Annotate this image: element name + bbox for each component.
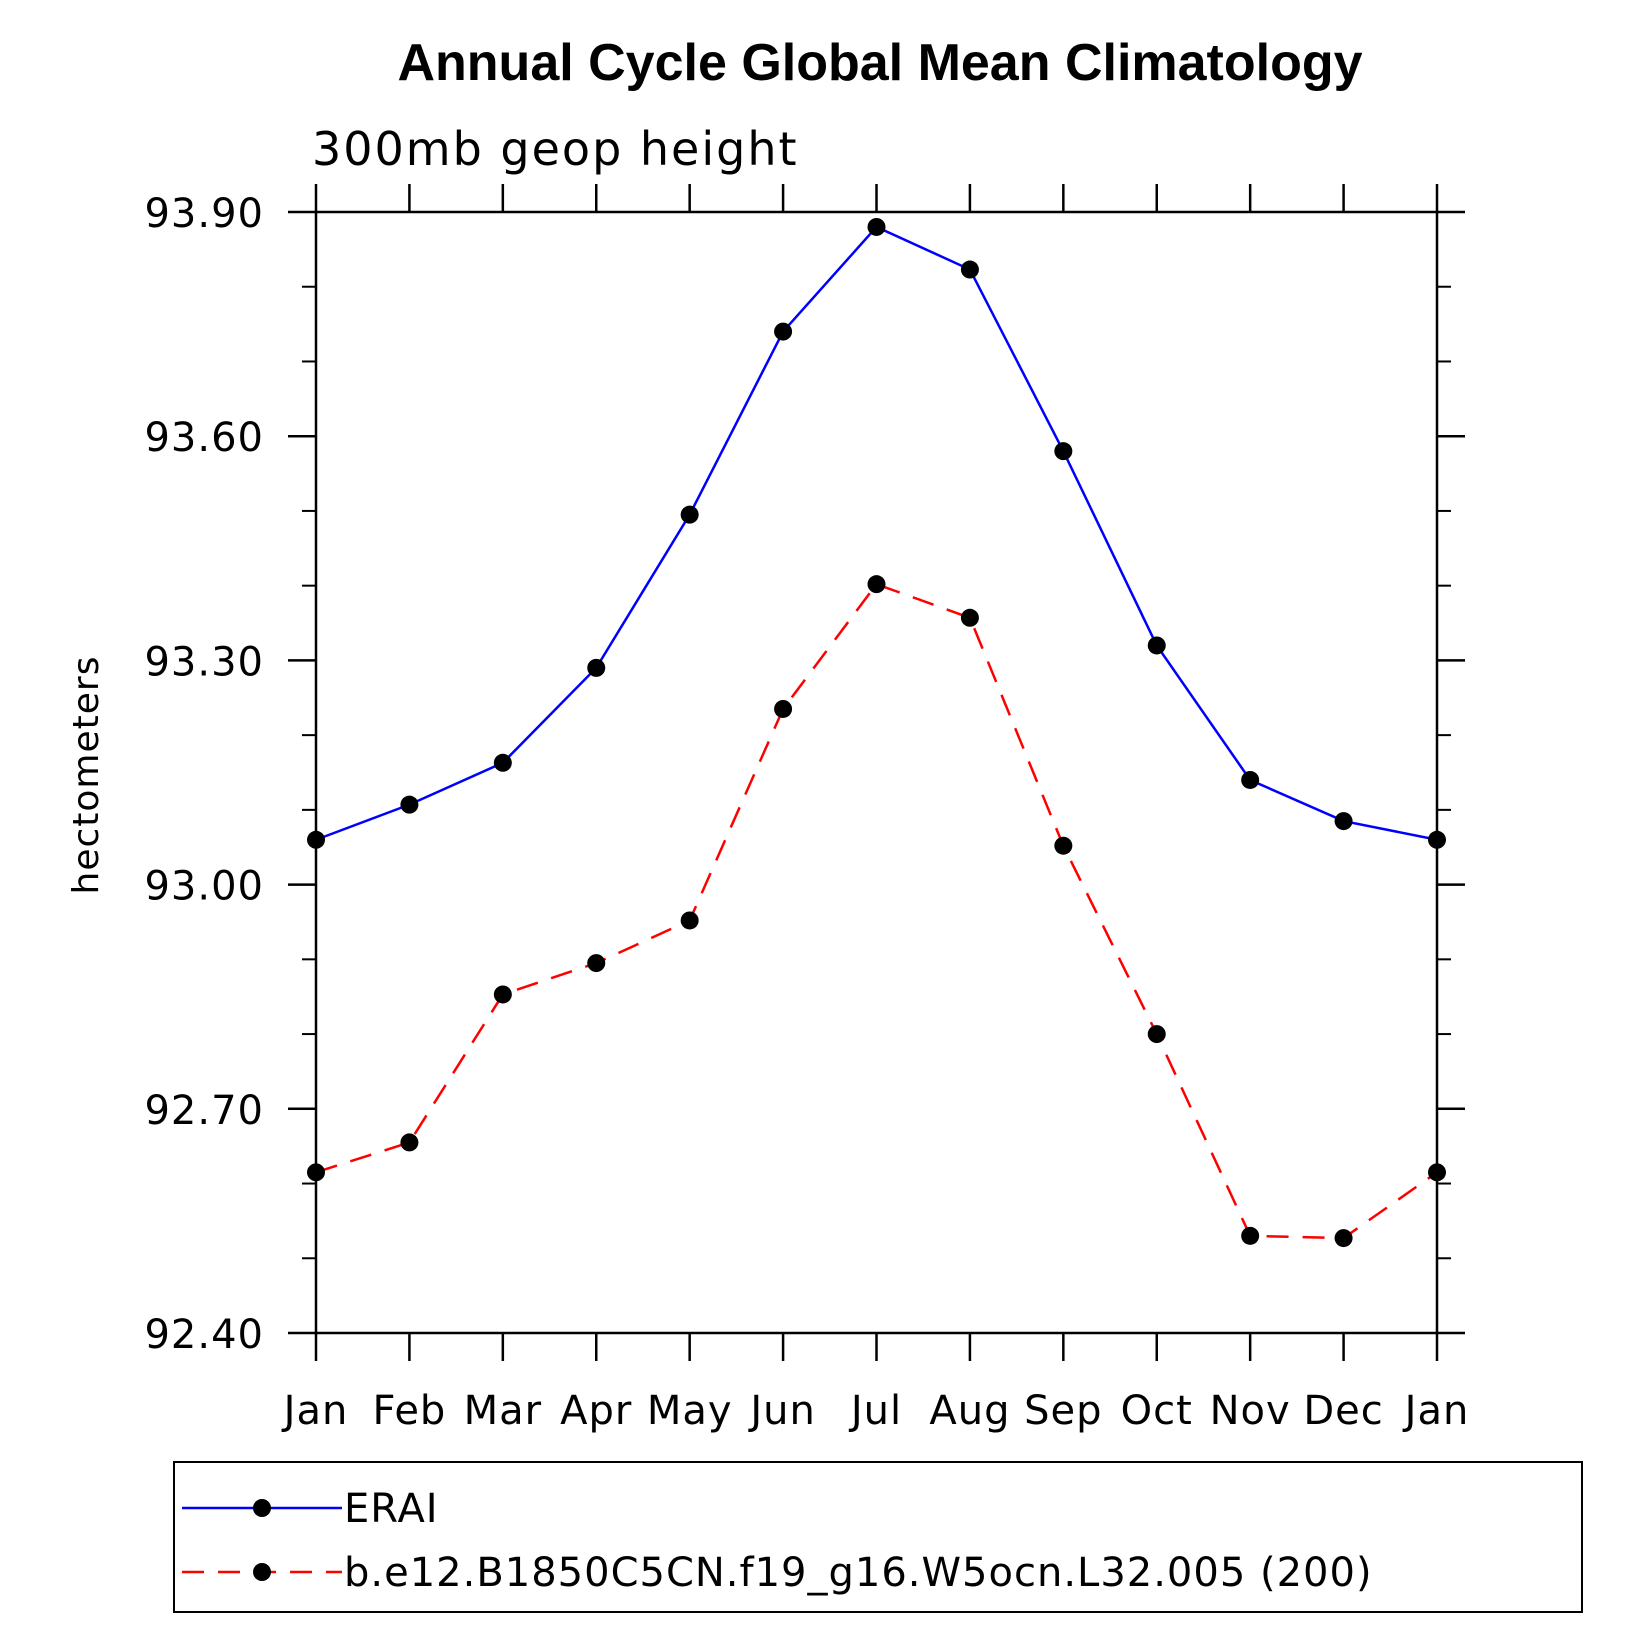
legend-label: b.e12.B1850C5CN.f19_g16.W5ocn.L32.005 (2… (344, 1550, 1373, 1596)
data-point (307, 830, 325, 849)
data-point (307, 1163, 325, 1182)
x-tick-label: Apr (560, 1388, 632, 1434)
series-2 (307, 575, 1446, 1248)
data-point (1147, 636, 1166, 655)
data-point (960, 608, 979, 627)
x-tick-label: Jul (848, 1388, 902, 1434)
data-point (400, 795, 419, 814)
data-point (1241, 770, 1260, 789)
y-tick-label: 92.70 (144, 1088, 264, 1134)
x-tick-label: Feb (373, 1388, 447, 1434)
data-point (680, 911, 699, 930)
data-point (493, 753, 512, 772)
data-point (1428, 830, 1446, 849)
legend-label: ERAI (344, 1486, 439, 1532)
x-tick-label: Oct (1121, 1388, 1193, 1434)
y-axis-label: hectometers (66, 656, 107, 895)
legend-marker (253, 1563, 271, 1581)
y-tick-labels: 93.90 93.60 93.30 93.00 92.70 92.40 (144, 191, 264, 1358)
legend: ERAI b.e12.B1850C5CN.f19_g16.W5ocn.L32.00… (182, 1486, 1373, 1596)
data-point (493, 985, 512, 1004)
data-point (680, 505, 699, 524)
x-tick-labels: Jan Feb Mar Apr May Jun Jul Aug Sep Oct Nov Dec Jan (281, 1388, 1470, 1434)
x-tick-label: Dec (1303, 1388, 1383, 1434)
series-1 (307, 217, 1446, 849)
data-point (1147, 1025, 1166, 1044)
x-tick-label: Nov (1210, 1388, 1291, 1434)
data-point (587, 954, 606, 973)
y-tick-label: 93.00 (144, 864, 264, 910)
data-point (1428, 1163, 1446, 1182)
data-point (774, 699, 793, 718)
x-tick-label: May (647, 1388, 733, 1434)
data-point (1241, 1226, 1260, 1245)
y-tick-label: 93.30 (144, 639, 264, 685)
data-point (587, 658, 606, 677)
data-point (867, 575, 886, 594)
y-tick-label: 92.40 (144, 1312, 264, 1358)
y-tick-label: 93.90 (144, 191, 264, 237)
x-tick-label: Mar (464, 1388, 542, 1434)
data-point (1054, 836, 1073, 855)
x-tick-label: Sep (1024, 1388, 1102, 1434)
data-point (1334, 1229, 1353, 1248)
chart-subtitle: 300mb geop height (312, 122, 799, 176)
data-point (867, 217, 886, 236)
data-point (1054, 442, 1073, 461)
data-point (960, 260, 979, 279)
x-tick-label: Jan (281, 1388, 349, 1434)
series-line (315, 225, 1438, 841)
data-point (400, 1133, 419, 1152)
series-line (315, 582, 1438, 1240)
x-tick-label: Jan (1402, 1388, 1470, 1434)
data-point (774, 322, 793, 341)
data-point (1334, 812, 1353, 831)
x-tick-label: Jun (747, 1388, 816, 1434)
series-layer (307, 217, 1446, 1248)
legend-marker (253, 1499, 271, 1517)
legend-box (173, 1461, 1583, 1613)
y-tick-label: 93.60 (144, 415, 264, 461)
chart-title: Annual Cycle Global Mean Climatology (397, 34, 1362, 92)
axis-ticks (288, 184, 1465, 1361)
x-tick-label: Aug (929, 1388, 1010, 1434)
